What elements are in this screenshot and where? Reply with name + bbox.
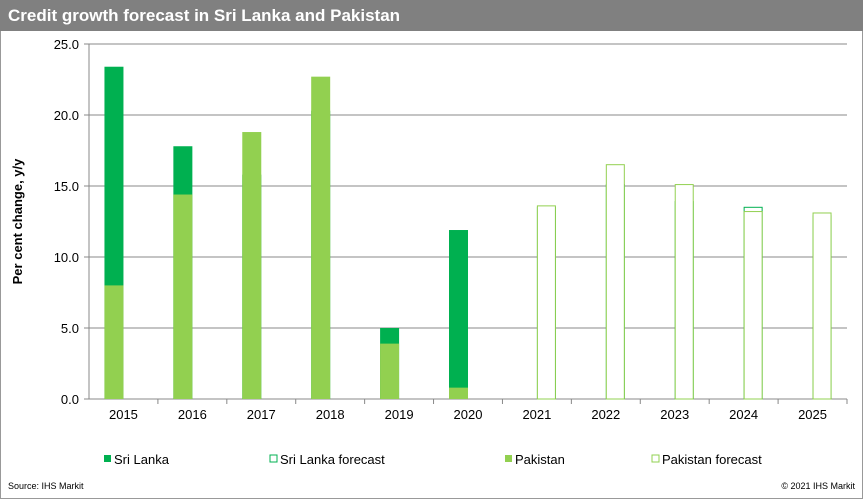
bar-pakistan (242, 132, 262, 400)
y-tick-label: 25.0 (54, 37, 79, 52)
bar-pakistan-forecast (743, 211, 763, 400)
bar-pakistan (380, 343, 400, 399)
legend-swatch (651, 454, 660, 463)
legend-label: Pakistan (515, 452, 565, 467)
x-tick-label: 2023 (660, 407, 689, 422)
bar-pakistan (173, 194, 193, 399)
copyright-note: © 2021 IHS Markit (781, 481, 855, 491)
bar-sri-lanka (449, 230, 468, 399)
bar-pakistan (311, 76, 331, 399)
x-tick-label: 2015 (109, 407, 138, 422)
x-tick-label: 2016 (178, 407, 207, 422)
bar-pakistan (104, 285, 124, 399)
y-tick-label: 20.0 (54, 108, 79, 123)
x-tick-label: 2024 (729, 407, 758, 422)
y-tick-label: 0.0 (61, 392, 79, 407)
x-tick-label: 2017 (247, 407, 276, 422)
legend-swatch (269, 454, 278, 463)
bar-pakistan-forecast (812, 212, 832, 400)
y-tick-label: 10.0 (54, 250, 79, 265)
y-tick-label: 15.0 (54, 179, 79, 194)
bar-pakistan (449, 387, 468, 399)
x-tick-label: 2018 (316, 407, 345, 422)
legend-label: Pakistan forecast (662, 452, 762, 467)
bar-pakistan-forecast (605, 164, 625, 400)
x-tick-label: 2022 (591, 407, 620, 422)
chart-title: Credit growth forecast in Sri Lanka and … (8, 6, 401, 25)
x-tick-label: 2025 (798, 407, 827, 422)
source-note: Source: IHS Markit (8, 481, 84, 491)
x-tick-label: 2020 (454, 407, 483, 422)
legend-label: Sri Lanka (114, 452, 170, 467)
legend-label: Sri Lanka forecast (280, 452, 385, 467)
bar-pakistan-forecast (674, 184, 694, 400)
legend-swatch (505, 455, 512, 462)
title-bar: Credit growth forecast in Sri Lanka and … (0, 0, 863, 31)
legend-swatch (104, 455, 111, 462)
y-tick-label: 5.0 (61, 321, 79, 336)
x-tick-label: 2019 (385, 407, 414, 422)
bar-pakistan-forecast (536, 205, 556, 400)
x-tick-label: 2021 (522, 407, 551, 422)
y-axis-label: Per cent change, y/y (10, 158, 25, 284)
